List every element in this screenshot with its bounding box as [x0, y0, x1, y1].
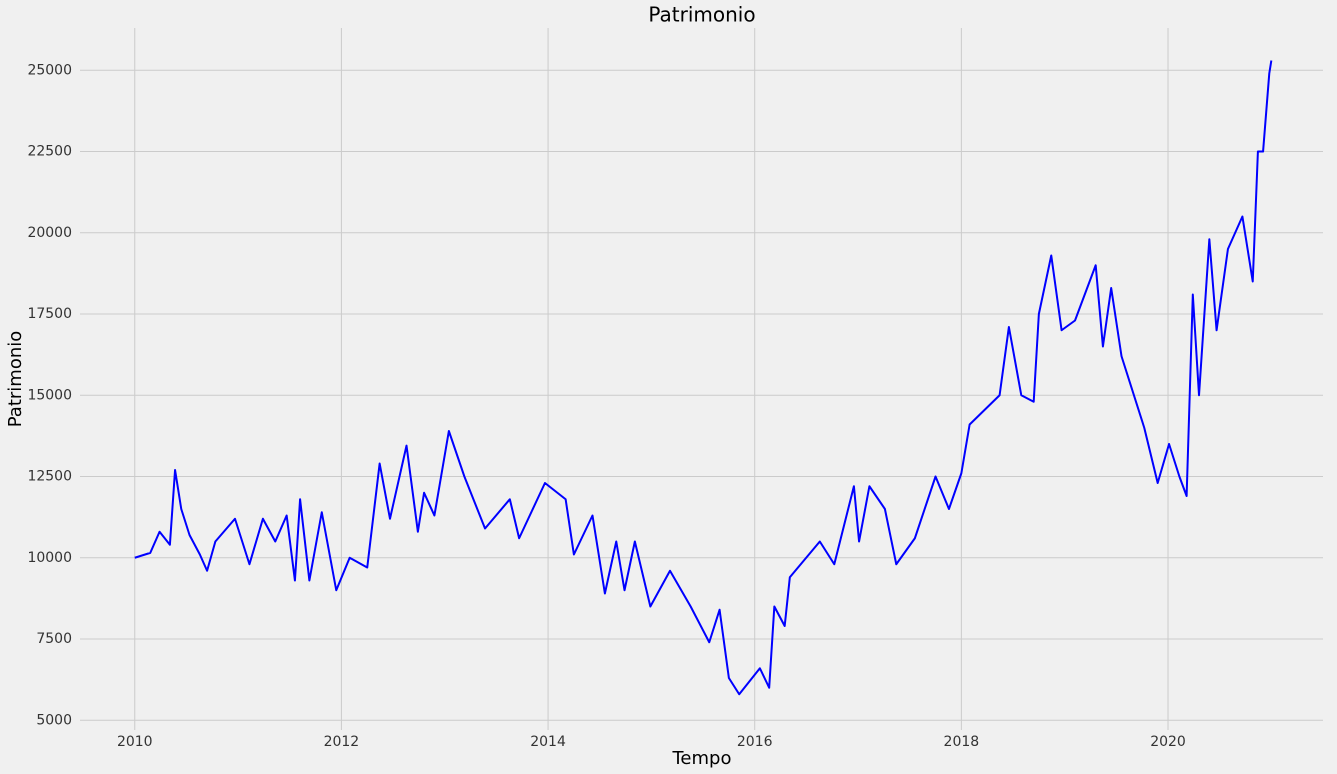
- y-tick-label: 25000: [27, 62, 72, 78]
- x-tick-label: 2014: [530, 734, 566, 750]
- y-axis-label: Patrimonio: [5, 331, 26, 428]
- x-axis-label: Tempo: [672, 748, 732, 769]
- y-tick-label: 5000: [36, 712, 72, 728]
- x-tick-label: 2010: [117, 734, 153, 750]
- y-tick-label: 20000: [27, 225, 72, 241]
- y-tick-label: 10000: [27, 550, 72, 566]
- y-tick-label: 17500: [27, 306, 72, 322]
- x-tick-label: 2016: [737, 734, 773, 750]
- y-tick-label: 22500: [27, 144, 72, 160]
- chart-title: Patrimonio: [648, 3, 755, 27]
- y-tick-label: 12500: [27, 469, 72, 485]
- y-tick-label: 15000: [27, 387, 72, 403]
- x-tick-label: 2018: [944, 734, 980, 750]
- x-tick-label: 2020: [1150, 734, 1186, 750]
- y-tick-label: 7500: [36, 631, 72, 647]
- line: [134, 60, 1273, 696]
- x-tick-label: 2012: [324, 734, 360, 750]
